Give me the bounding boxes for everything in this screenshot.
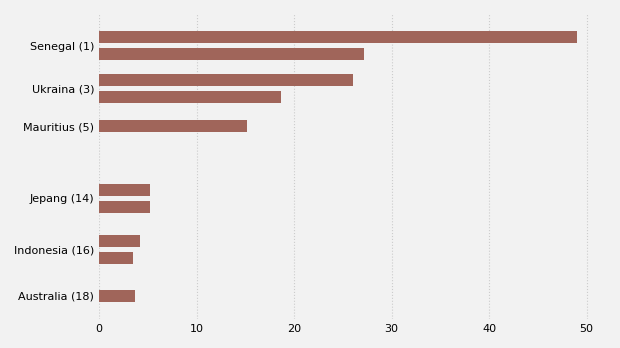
Bar [99,184,149,196]
Bar [99,235,140,247]
Bar [99,252,133,264]
Bar [99,290,135,302]
Bar [99,120,247,132]
Bar [99,90,281,103]
Bar [99,31,577,43]
Bar [99,74,353,86]
Bar [99,201,149,213]
Bar [99,48,365,60]
